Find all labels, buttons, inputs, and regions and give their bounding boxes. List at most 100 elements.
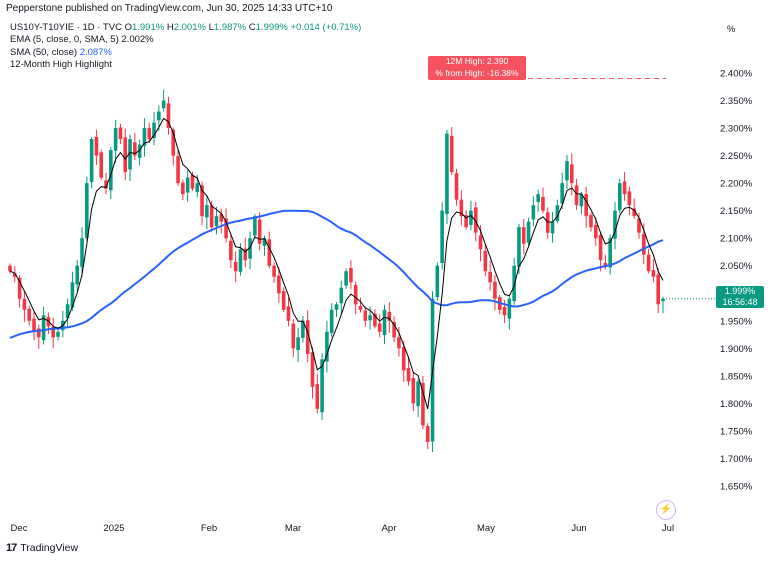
x-tick-label: Feb [201,523,217,534]
y-tick-label: 1.850% [720,371,753,382]
candle-body [253,216,257,236]
candle-body [584,194,588,217]
candle-body [392,321,396,338]
last-price-value: 1.999% [724,286,756,296]
candle-body [214,216,219,227]
candle-body [531,205,536,220]
candle-body [301,320,305,338]
candle-body [229,240,233,261]
y-tick-label: 2.400% [720,69,753,80]
candle-body [373,313,377,327]
candle-body [603,262,608,266]
candle-body [382,309,387,336]
candle-body [142,128,147,146]
candle-body [118,127,123,140]
candle-body [305,320,310,354]
candle-body [51,326,56,338]
candle-body [613,210,617,239]
candle-body [22,298,27,310]
candle-body [411,378,416,404]
legend-sma-label: SMA (50, close) [10,46,78,58]
candle-body [238,249,243,272]
legend-sma-row[interactable]: SMA (50, close) 2.087% [10,47,361,59]
candle-body [406,368,411,382]
candle-body [560,183,564,204]
x-tick-label: Jul [662,523,674,534]
candle-body [41,315,46,341]
candle-body [353,285,358,305]
candle-body [17,277,22,299]
legend-highlight-row[interactable]: 12-Month High Highlight [10,59,361,71]
axis-unit: % [727,24,736,35]
tradingview-logo[interactable]: 17 TradingView [6,542,78,554]
candle-body [512,265,516,301]
candle-body [555,205,560,222]
candle-body [272,265,276,277]
candle-body [637,218,641,233]
candle-body [32,318,36,332]
candle-body [219,213,224,222]
candle-body [315,384,320,409]
legend-open: 1.991% [131,22,165,33]
candle-body [493,281,497,299]
legend-symbol[interactable]: US10Y-T10YIE · 1D · TVC [10,22,122,33]
candle-body [310,352,315,387]
candle-body [325,331,329,362]
callout-line-2: % from High: -16.38% [435,67,519,78]
candle-body [397,337,401,349]
candle-body [224,218,228,239]
candle-body [56,331,60,337]
legend-high-label: H [166,22,174,33]
y-tick-label: 1.700% [720,454,753,465]
candle-body [454,173,459,200]
legend-ema-value: 2.002% [121,34,154,46]
y-tick-label: 1.800% [720,399,753,410]
x-tick-label: Apr [382,523,397,534]
candle-body [627,191,632,206]
candle-body [75,265,80,285]
publisher-line: Pepperstone published on TradingView.com… [6,3,333,14]
candle-body [161,100,166,109]
y-tick-label: 2.350% [720,96,753,107]
candle-body [176,156,180,184]
candle-body [133,142,137,156]
candle-body [243,248,248,261]
candle-body [593,224,598,239]
candle-body [334,304,339,310]
candle-body [349,267,353,283]
last-price-badge: 1.999% 16:56:48 [716,286,764,308]
legend-ema-row[interactable]: EMA (5, close, 0, SMA, 5) 2.002% [10,34,361,46]
candle-body [435,265,440,298]
candle-body [205,205,209,218]
candle-body [440,210,444,263]
candle-body [209,205,214,228]
candle-body [257,219,262,244]
ema-line [9,117,664,409]
candle-body [104,180,108,189]
candle-body [579,194,584,207]
candle-body [85,183,89,239]
lightning-icon[interactable]: ⚡ [656,500,676,520]
legend-low: 1.987% [213,22,247,33]
x-tick-label: Jun [571,523,586,534]
y-tick-label: 2.100% [720,234,753,245]
candle-body [339,287,344,304]
candle-body [157,111,161,121]
candle-body [248,238,252,259]
legend-change: +0.014 (+0.71%) [290,22,362,33]
candle-body [344,271,348,286]
y-tick-label: 1.650% [720,481,753,492]
y-tick-label: 2.050% [720,261,753,272]
candle-body [421,383,425,426]
candle-body [368,315,372,321]
candle-body [569,164,574,184]
candle-body [416,381,420,407]
candle-body [656,274,660,305]
candle-body [8,265,12,272]
candle-body [651,270,656,277]
candle-body [37,328,41,338]
candle-body [277,275,281,294]
candle-body [469,210,473,225]
candle-body [483,250,488,272]
